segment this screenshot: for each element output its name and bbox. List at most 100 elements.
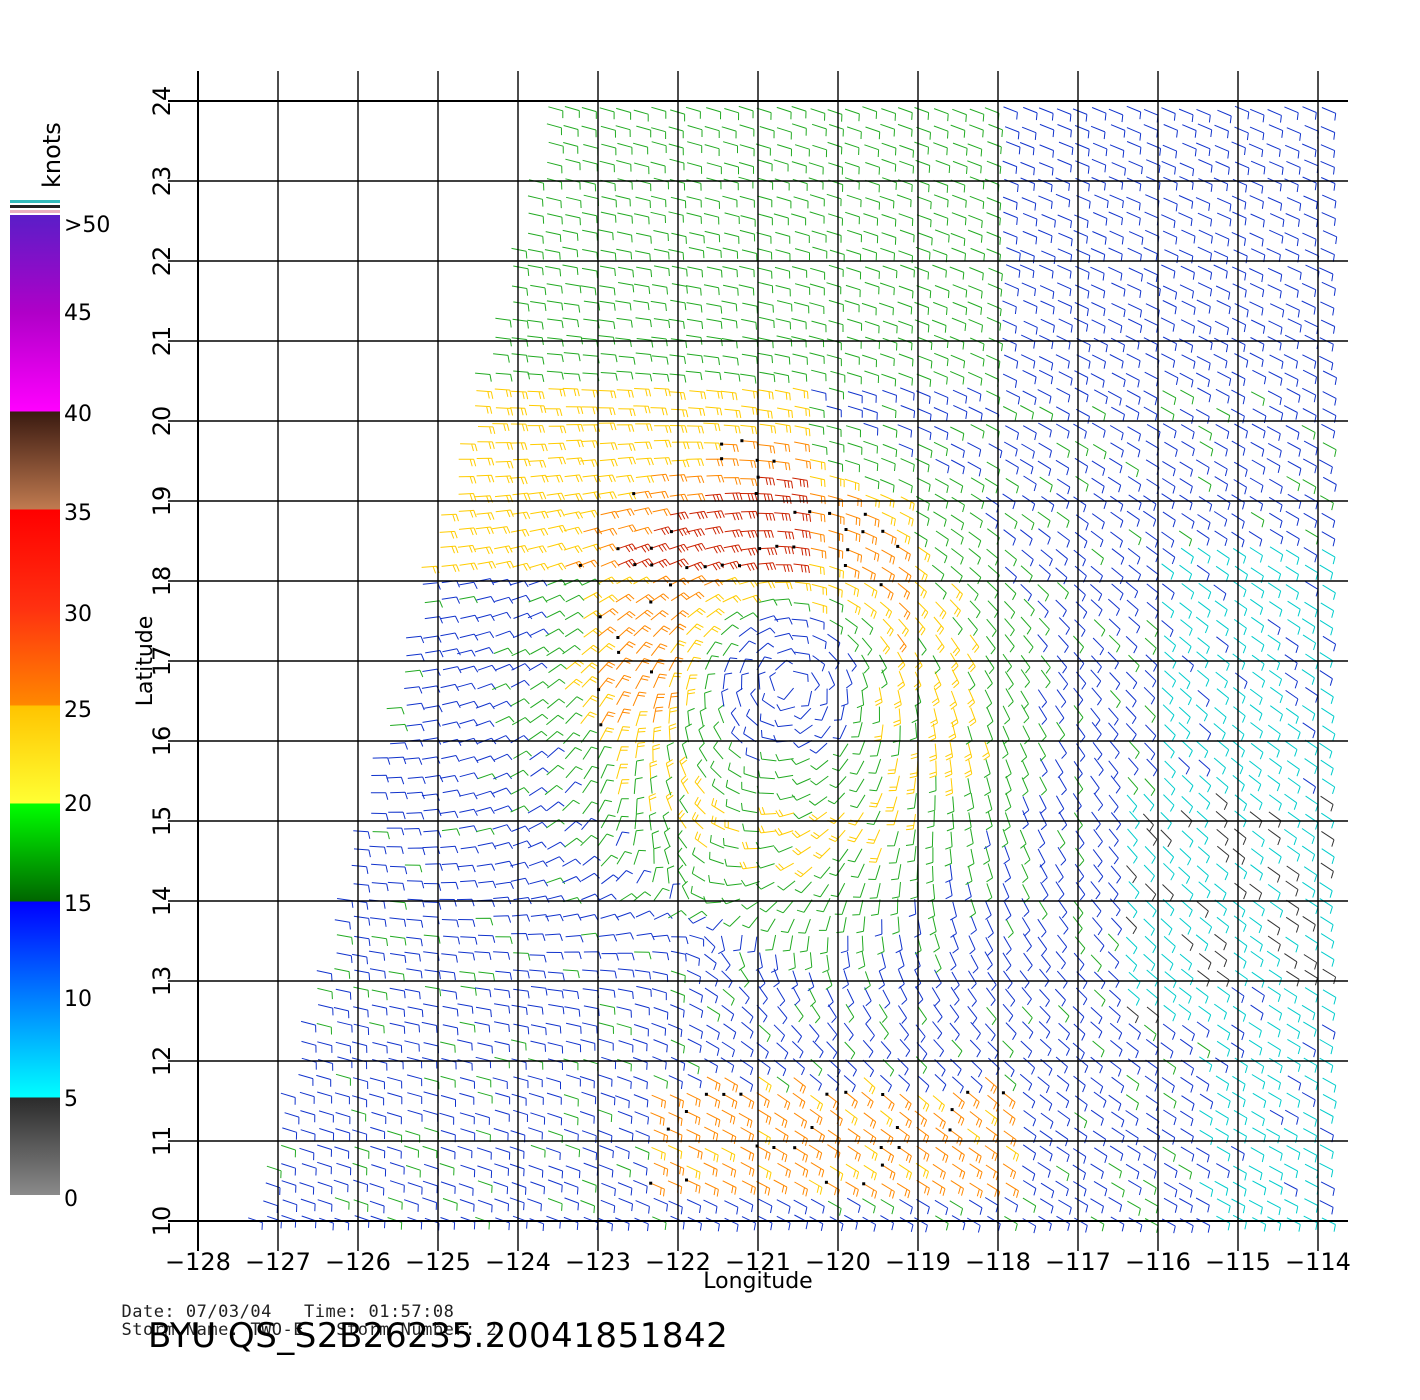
wind-barb	[810, 1162, 825, 1178]
wind-barb	[1216, 300, 1231, 315]
wind-barb	[1021, 282, 1036, 297]
wind-barb	[985, 636, 996, 655]
wind-barb	[899, 511, 914, 527]
wind-barb	[474, 951, 492, 961]
rain-flag	[739, 1092, 743, 1096]
wind-barb	[935, 160, 951, 174]
wind-barb	[459, 596, 478, 604]
wind-barb	[794, 405, 811, 417]
wind-barb	[861, 654, 870, 674]
wind-barb	[794, 283, 811, 295]
wind-barb	[511, 648, 531, 657]
wind-barb	[1198, 881, 1211, 899]
wind-barb	[1164, 249, 1179, 264]
wind-barb	[864, 320, 880, 334]
wind-barb	[933, 1112, 946, 1130]
wind-barb	[616, 424, 635, 432]
wind-barb	[1318, 459, 1333, 475]
wind-barb	[828, 162, 843, 175]
wind-barb	[1125, 689, 1137, 708]
wind-barb	[1287, 1007, 1301, 1023]
wind-barb	[791, 213, 807, 226]
wind-barb	[1267, 935, 1281, 952]
wind-barb	[440, 1095, 456, 1107]
storm-name-label: Storm Name:	[121, 1320, 240, 1340]
rain-flag	[650, 670, 653, 674]
wind-barb	[1041, 250, 1056, 265]
wind-barb	[1126, 794, 1138, 813]
wind-barb	[388, 756, 407, 765]
wind-barb	[1128, 494, 1142, 511]
wind-barb	[1107, 390, 1122, 406]
wind-barb	[721, 1109, 736, 1125]
wind-barb	[1022, 1021, 1034, 1039]
wind-barb	[317, 1181, 333, 1195]
wind-barb	[1037, 634, 1048, 653]
wind-barb	[1091, 158, 1107, 173]
wind-barb	[1305, 686, 1319, 703]
wind-barb	[776, 478, 794, 489]
wind-barb	[1321, 778, 1336, 795]
wind-barb	[512, 318, 529, 329]
wind-barb	[1145, 1059, 1159, 1076]
wind-barb	[1002, 1059, 1015, 1078]
wind-barb	[371, 1004, 388, 1016]
wind-barb	[933, 142, 948, 156]
wind-barb	[600, 560, 620, 569]
wind-barb	[1195, 372, 1210, 388]
wind-barb	[899, 1111, 912, 1129]
wind-barb	[441, 755, 460, 763]
wind-barb	[740, 879, 760, 887]
wind-barb	[917, 232, 933, 246]
wind-barb	[545, 474, 564, 483]
wind-barb	[511, 247, 528, 259]
wind-barb	[927, 795, 936, 813]
wind-barb	[457, 682, 476, 690]
wind-barb	[1269, 512, 1283, 529]
wind-barb	[668, 143, 684, 156]
wind-barb	[686, 475, 705, 484]
wind-barb	[510, 423, 529, 432]
wind-barb	[634, 969, 651, 980]
wind-barb	[917, 546, 931, 563]
wind-barb	[776, 1076, 790, 1093]
wind-barb	[495, 630, 515, 638]
wind-barb	[1234, 794, 1248, 812]
wind-barb	[1250, 1004, 1264, 1021]
wind-barb	[1037, 1076, 1050, 1094]
wind-barb	[970, 424, 985, 439]
wind-barb	[530, 284, 547, 296]
wind-barb	[581, 125, 597, 138]
lon-tick-label: −125	[405, 1248, 471, 1276]
wind-barb	[441, 863, 460, 871]
wind-barb	[847, 653, 857, 672]
wind-barb	[493, 915, 512, 923]
wind-barb	[893, 689, 902, 709]
wind-barb	[600, 711, 616, 726]
wind-barb	[880, 1074, 892, 1093]
wind-barb	[932, 655, 941, 675]
wind-barb	[1216, 636, 1229, 653]
wind-barb	[705, 406, 723, 416]
wind-barb	[388, 811, 406, 820]
wind-barb	[776, 127, 792, 140]
wind-barb	[1058, 617, 1071, 635]
wind-barb	[1162, 460, 1176, 477]
wind-barb	[1199, 441, 1214, 457]
wind-barb	[685, 591, 705, 601]
wind-barb	[1287, 845, 1301, 862]
wind-barb	[529, 879, 549, 887]
wind-barb	[1269, 1057, 1283, 1074]
wind-barb	[1111, 917, 1123, 936]
wind-barb	[665, 776, 673, 796]
wind-barb	[856, 916, 866, 934]
wind-barb	[1074, 1095, 1088, 1112]
wind-barb	[1233, 706, 1246, 723]
wind-barb	[371, 936, 388, 946]
wind-barb	[1248, 774, 1262, 792]
wind-barb	[635, 641, 653, 654]
wind-barb	[1003, 970, 1013, 990]
wind-barb	[1056, 282, 1072, 297]
wind-barb	[599, 1145, 614, 1159]
wind-barb	[1004, 901, 1012, 921]
